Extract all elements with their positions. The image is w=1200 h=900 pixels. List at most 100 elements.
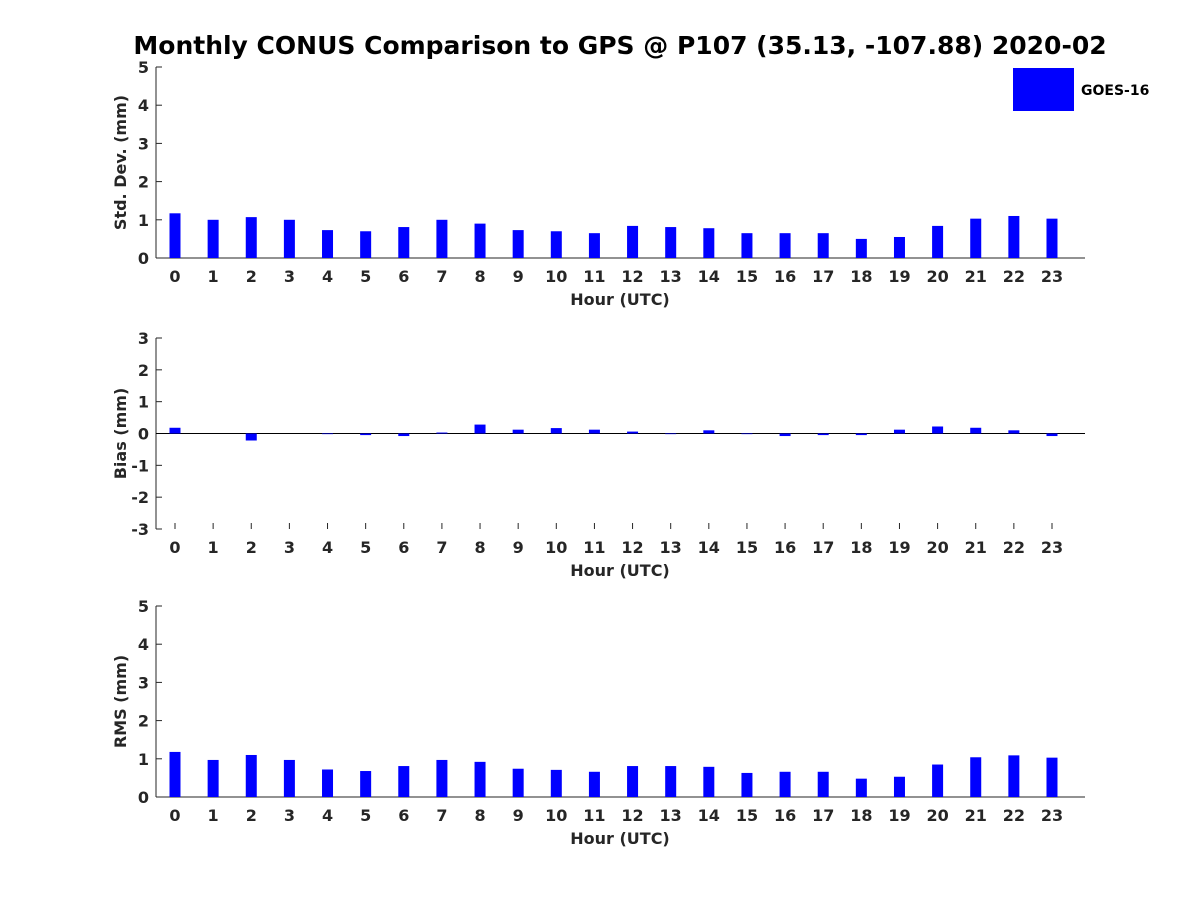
bar	[855, 433, 867, 436]
x-tick-label: 6	[398, 267, 409, 286]
x-tick-label: 1	[208, 267, 219, 286]
bar	[970, 218, 982, 258]
x-tick-label: 7	[436, 267, 447, 286]
x-tick-label: 14	[698, 267, 720, 286]
bar	[360, 231, 372, 258]
x-tick-label: 15	[736, 806, 758, 825]
x-tick-label: 22	[1003, 806, 1025, 825]
x-axis-label: Hour (UTC)	[570, 829, 670, 848]
y-axis-label: Bias (mm)	[111, 388, 130, 480]
bar	[207, 219, 219, 258]
bar	[398, 433, 410, 437]
y-tick-label: -2	[131, 488, 149, 507]
x-tick-label: 21	[965, 538, 987, 557]
x-tick-label: 15	[736, 538, 758, 557]
x-tick-label: 5	[360, 538, 371, 557]
x-tick-label: 2	[246, 538, 257, 557]
x-tick-label: 23	[1041, 806, 1063, 825]
x-tick-label: 11	[583, 806, 605, 825]
bar	[1008, 430, 1020, 434]
bar	[588, 233, 600, 258]
x-tick-label: 17	[812, 267, 834, 286]
y-axis-label: RMS (mm)	[111, 655, 130, 748]
bar	[703, 430, 715, 434]
x-tick-label: 10	[545, 538, 567, 557]
bar	[1046, 218, 1058, 258]
x-tick-label: 12	[621, 806, 643, 825]
x-tick-label: 11	[583, 267, 605, 286]
x-tick-label: 19	[888, 267, 910, 286]
x-tick-label: 21	[965, 806, 987, 825]
y-tick-label: 1	[138, 750, 149, 769]
y-tick-label: 2	[138, 712, 149, 731]
x-tick-label: 0	[169, 538, 180, 557]
bar	[283, 759, 295, 797]
x-tick-label: 8	[474, 806, 485, 825]
bar	[665, 766, 677, 797]
y-tick-label: 2	[138, 173, 149, 192]
x-tick-label: 16	[774, 538, 796, 557]
x-tick-label: 9	[513, 267, 524, 286]
x-tick-label: 19	[888, 806, 910, 825]
x-tick-label: 7	[436, 538, 447, 557]
bar	[588, 429, 600, 434]
x-tick-label: 16	[774, 806, 796, 825]
y-tick-label: 5	[138, 58, 149, 77]
bar	[169, 213, 181, 258]
x-tick-label: 7	[436, 806, 447, 825]
x-tick-label: 5	[360, 806, 371, 825]
bar	[817, 771, 829, 797]
x-tick-label: 3	[284, 538, 295, 557]
bar	[855, 778, 867, 797]
bar	[322, 230, 334, 258]
x-tick-label: 0	[169, 267, 180, 286]
bar	[779, 433, 791, 437]
bar	[779, 771, 791, 797]
bar	[245, 754, 257, 797]
y-tick-label: -1	[131, 456, 149, 475]
x-tick-label: 21	[965, 267, 987, 286]
x-tick-label: 18	[850, 267, 872, 286]
x-tick-label: 9	[513, 806, 524, 825]
bar	[245, 217, 257, 258]
bar	[436, 432, 448, 434]
bar	[855, 238, 867, 258]
bar	[627, 766, 639, 797]
bar	[1046, 757, 1058, 797]
bar	[665, 433, 677, 435]
bar	[627, 225, 639, 258]
bar	[741, 433, 753, 435]
x-axis-label: Hour (UTC)	[570, 561, 670, 580]
bar	[169, 751, 181, 797]
x-tick-label: 6	[398, 538, 409, 557]
bar	[474, 424, 486, 434]
bar	[1008, 215, 1020, 258]
x-tick-label: 12	[621, 538, 643, 557]
y-tick-label: 3	[138, 134, 149, 153]
bar	[398, 227, 410, 258]
x-tick-label: 10	[545, 267, 567, 286]
bar	[322, 769, 334, 797]
y-tick-label: 2	[138, 361, 149, 380]
y-tick-label: 4	[138, 635, 149, 654]
x-tick-label: 8	[474, 267, 485, 286]
x-tick-label: 12	[621, 267, 643, 286]
bar	[360, 771, 372, 797]
bar	[283, 219, 295, 258]
x-tick-label: 18	[850, 806, 872, 825]
legend-label: GOES-16	[1081, 83, 1149, 99]
x-tick-label: 13	[660, 267, 682, 286]
x-tick-label: 5	[360, 267, 371, 286]
bar	[436, 759, 448, 797]
x-tick-label: 0	[169, 806, 180, 825]
y-tick-label: 3	[138, 673, 149, 692]
bar	[512, 429, 524, 434]
bar	[245, 433, 257, 441]
bar	[322, 433, 334, 435]
bar	[588, 771, 600, 797]
x-tick-label: 17	[812, 538, 834, 557]
bar	[1008, 755, 1020, 797]
